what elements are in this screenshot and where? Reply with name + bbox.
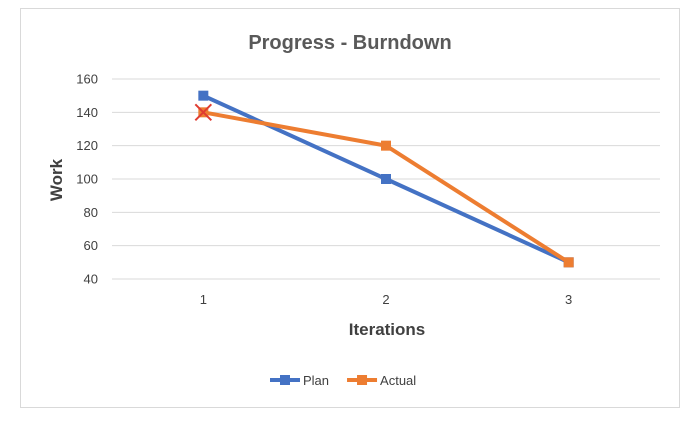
y-tick-label: 160 xyxy=(76,72,98,87)
legend-marker xyxy=(357,375,368,385)
x-axis-title: Iterations xyxy=(349,320,426,339)
y-tick-label: 60 xyxy=(84,238,98,253)
series-line xyxy=(201,110,571,265)
y-tick-label: 80 xyxy=(84,205,98,220)
legend-label: Actual xyxy=(380,373,416,388)
legend-label: Plan xyxy=(303,373,329,388)
x-mark-annotation xyxy=(194,103,213,122)
y-tick-label: 140 xyxy=(76,105,98,120)
legend-marker xyxy=(280,375,290,385)
series-actual xyxy=(198,107,574,268)
y-axis-title: Work xyxy=(47,158,66,201)
series-lines xyxy=(198,90,574,268)
x-tick-labels: 1 2 3 xyxy=(200,292,573,307)
x-tick-label: 1 xyxy=(200,292,207,307)
x-mark-stroke xyxy=(194,103,213,122)
y-tick-label: 100 xyxy=(76,172,98,187)
legend-item-actual: Actual xyxy=(347,373,416,388)
x-tick-label: 3 xyxy=(565,292,572,307)
chart-frame xyxy=(20,8,680,408)
x-tick-label: 2 xyxy=(382,292,389,307)
data-point xyxy=(563,257,574,268)
annotations xyxy=(194,103,213,122)
chart-title: Progress - Burndown xyxy=(248,32,451,54)
data-point xyxy=(381,174,391,184)
y-tick-label: 40 xyxy=(84,272,98,287)
legend-item-plan: Plan xyxy=(270,373,329,388)
legend: Plan Actual xyxy=(270,373,416,388)
y-tick-labels: 40 60 80 100 120 140 160 xyxy=(76,72,98,287)
y-tick-label: 120 xyxy=(76,138,98,153)
data-point xyxy=(198,90,209,101)
data-point xyxy=(381,140,391,151)
